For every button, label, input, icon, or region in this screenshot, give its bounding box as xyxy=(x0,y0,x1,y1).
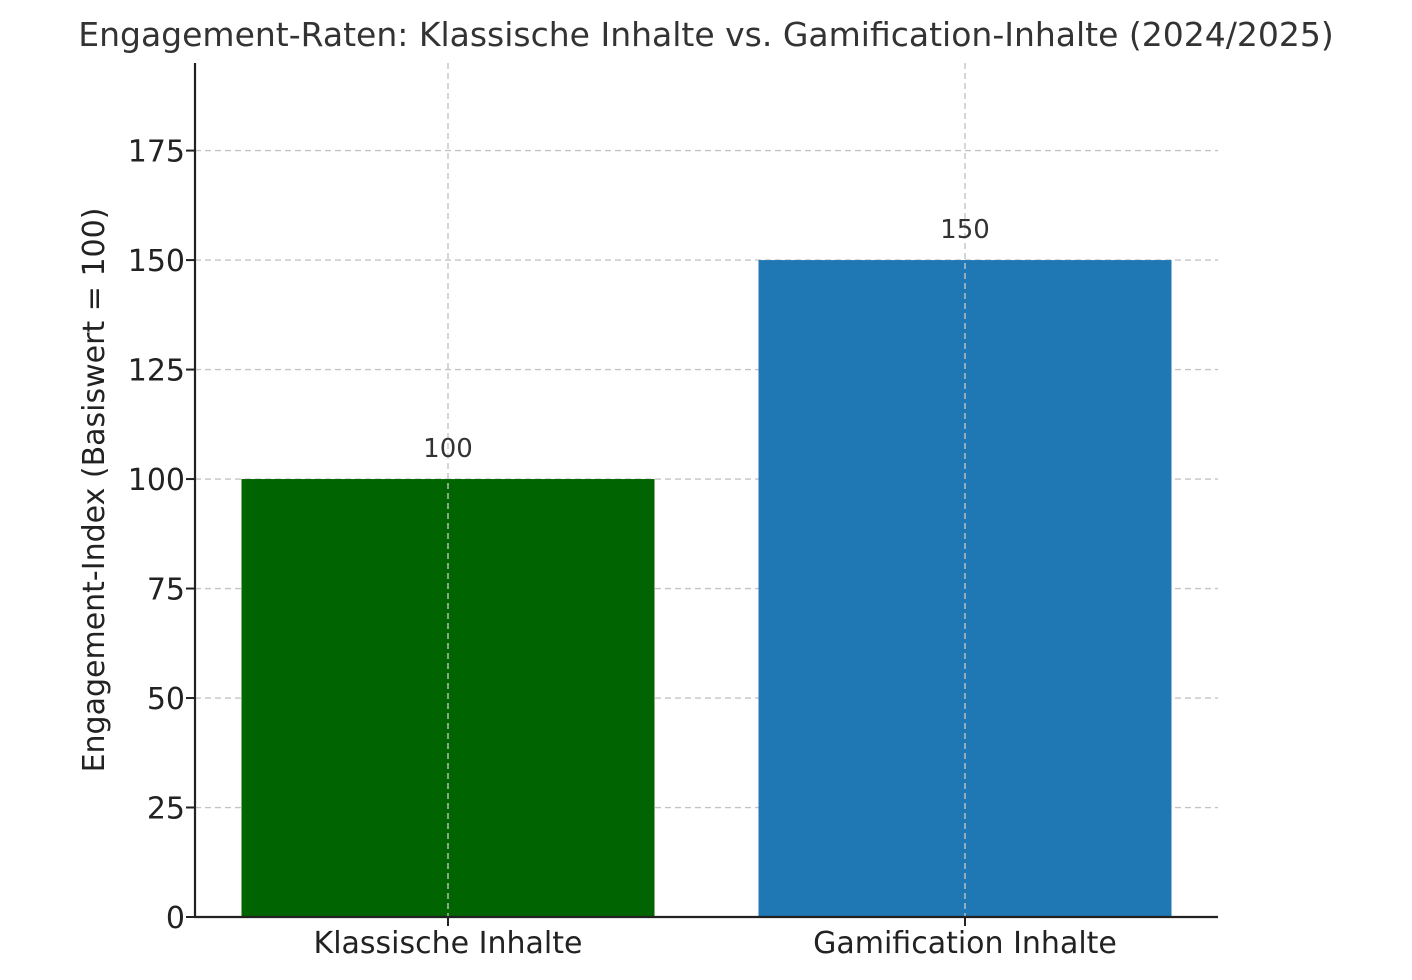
chart-title: Engagement-Raten: Klassische Inhalte vs.… xyxy=(78,15,1334,54)
y-tick-label: 100 xyxy=(128,463,185,498)
x-tick-label: Klassische Inhalte xyxy=(314,926,583,961)
y-tick-label: 50 xyxy=(147,682,185,717)
y-tick-label: 150 xyxy=(128,244,185,279)
y-tick-label: 175 xyxy=(128,135,185,170)
y-tick-label: 125 xyxy=(128,354,185,389)
y-axis-label: Engagement-Index (Basiswert = 100) xyxy=(77,208,112,773)
grid-vertical xyxy=(447,63,966,917)
y-tick-label: 0 xyxy=(166,901,185,936)
data-labels: 100 150 xyxy=(423,215,990,464)
data-label: 100 xyxy=(423,434,473,464)
data-label: 150 xyxy=(940,215,990,245)
axes xyxy=(193,63,1218,919)
y-tick-label: 25 xyxy=(147,792,185,827)
x-tick-label: Gamification Inhalte xyxy=(813,926,1117,961)
y-tick-label: 75 xyxy=(147,573,185,608)
ticks: 0 25 50 75 100 125 150 175 Klassische Inhalte Gam… xyxy=(128,135,1117,961)
